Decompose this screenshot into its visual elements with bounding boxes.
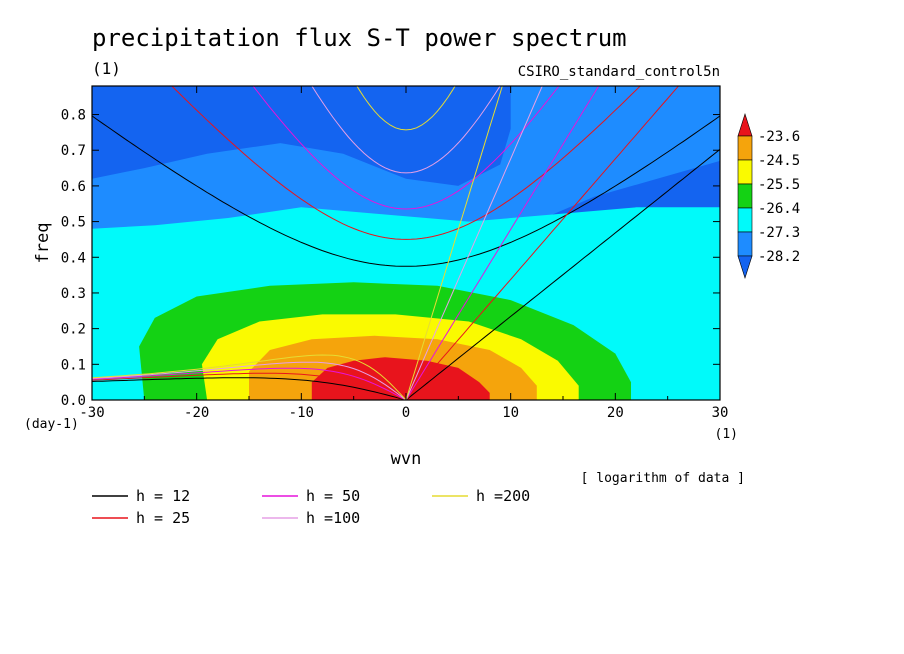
y-tick-label: 0.4 xyxy=(61,250,86,266)
y-tick-label: 0.0 xyxy=(61,393,86,409)
y-tick-label: 0.7 xyxy=(61,143,86,159)
y-axis: 0.0 0.1 0.2 0.3 0.4 0.5 0.6 0.7 0.8 xyxy=(61,108,720,409)
colorbar-level-label: -26.4 xyxy=(758,201,800,217)
kelvin-wave-curve xyxy=(405,86,503,400)
filled-contours xyxy=(92,86,720,400)
y-tick-label: 0.5 xyxy=(61,215,86,231)
inertia-gravity-curve xyxy=(252,86,560,210)
contour-band-23.6 xyxy=(311,357,490,400)
colorbar-segment xyxy=(737,183,753,209)
colorbar-level-label: -28.2 xyxy=(758,249,800,265)
kelvin-wave-curve xyxy=(405,148,720,400)
y-axis-label: freq xyxy=(33,223,53,264)
colorbar-segment xyxy=(737,113,753,137)
inertia-gravity-curve xyxy=(92,115,720,267)
legend-label: h = 25 xyxy=(136,509,190,527)
inertia-gravity-curve xyxy=(356,86,456,131)
x-tick-label: 0 xyxy=(402,405,410,421)
data-note: [ logarithm of data ] xyxy=(581,471,745,486)
legend-label: h = 12 xyxy=(136,487,190,505)
colorbar-segment xyxy=(737,231,753,257)
y-unit-label: (day-1) xyxy=(24,417,79,432)
chart-subtitle-left: (1) xyxy=(92,59,121,78)
legend-label: h = 50 xyxy=(306,487,360,505)
x-axis: -30 -20 -10 0 10 20 30 xyxy=(79,86,728,421)
kelvin-wave-curve xyxy=(405,86,680,400)
chart-subtitle-right: CSIRO_standard_control5n xyxy=(518,64,720,80)
kelvin-wave-curve xyxy=(405,86,600,400)
x-unit-label: (1) xyxy=(715,427,738,442)
inertia-gravity-curve xyxy=(311,86,501,174)
equatorial-rossby-curve xyxy=(92,367,407,400)
colorbar-level-label: -23.6 xyxy=(758,129,800,145)
y-tick-label: 0.1 xyxy=(61,357,86,373)
x-tick-label: 10 xyxy=(502,405,519,421)
equatorial-rossby-curve xyxy=(92,361,407,400)
legend-label: h =100 xyxy=(306,509,360,527)
y-tick-label: 0.2 xyxy=(61,322,86,338)
x-tick-label: -20 xyxy=(184,405,209,421)
colorbar-level-label: -24.5 xyxy=(758,153,800,169)
inertia-gravity-curve xyxy=(171,86,641,240)
equatorial-rossby-curve xyxy=(92,354,407,400)
colorbar-segment xyxy=(737,207,753,233)
x-axis-label: wvn xyxy=(391,449,422,469)
y-tick-label: 0.6 xyxy=(61,179,86,195)
y-tick-label: 0.8 xyxy=(61,108,86,124)
equatorial-rossby-curve xyxy=(92,377,407,400)
colorbar-segment xyxy=(737,135,753,161)
x-tick-label: 30 xyxy=(712,405,729,421)
x-tick-label: -10 xyxy=(289,405,314,421)
equatorial-rossby-curve xyxy=(92,372,407,400)
colorbar-level-label: -25.5 xyxy=(758,177,800,193)
colorbar: -23.6 -24.5 -25.5 -26.4 -27.3 -28.2 xyxy=(737,113,800,279)
y-tick-label: 0.3 xyxy=(61,286,86,302)
plot-area xyxy=(92,86,720,400)
colorbar-segment xyxy=(737,159,753,185)
dispersion-curves xyxy=(92,86,720,400)
legend: h = 12 h = 25 h = 50 h =100 h =200 xyxy=(92,487,530,527)
x-tick-label: -30 xyxy=(79,405,104,421)
colorbar-level-label: -27.3 xyxy=(758,225,800,241)
legend-label: h =200 xyxy=(476,487,530,505)
x-tick-label: 20 xyxy=(607,405,624,421)
kelvin-wave-curve xyxy=(405,86,543,400)
chart-title: precipitation flux S-T power spectrum xyxy=(92,24,627,52)
colorbar-segment xyxy=(737,255,753,279)
